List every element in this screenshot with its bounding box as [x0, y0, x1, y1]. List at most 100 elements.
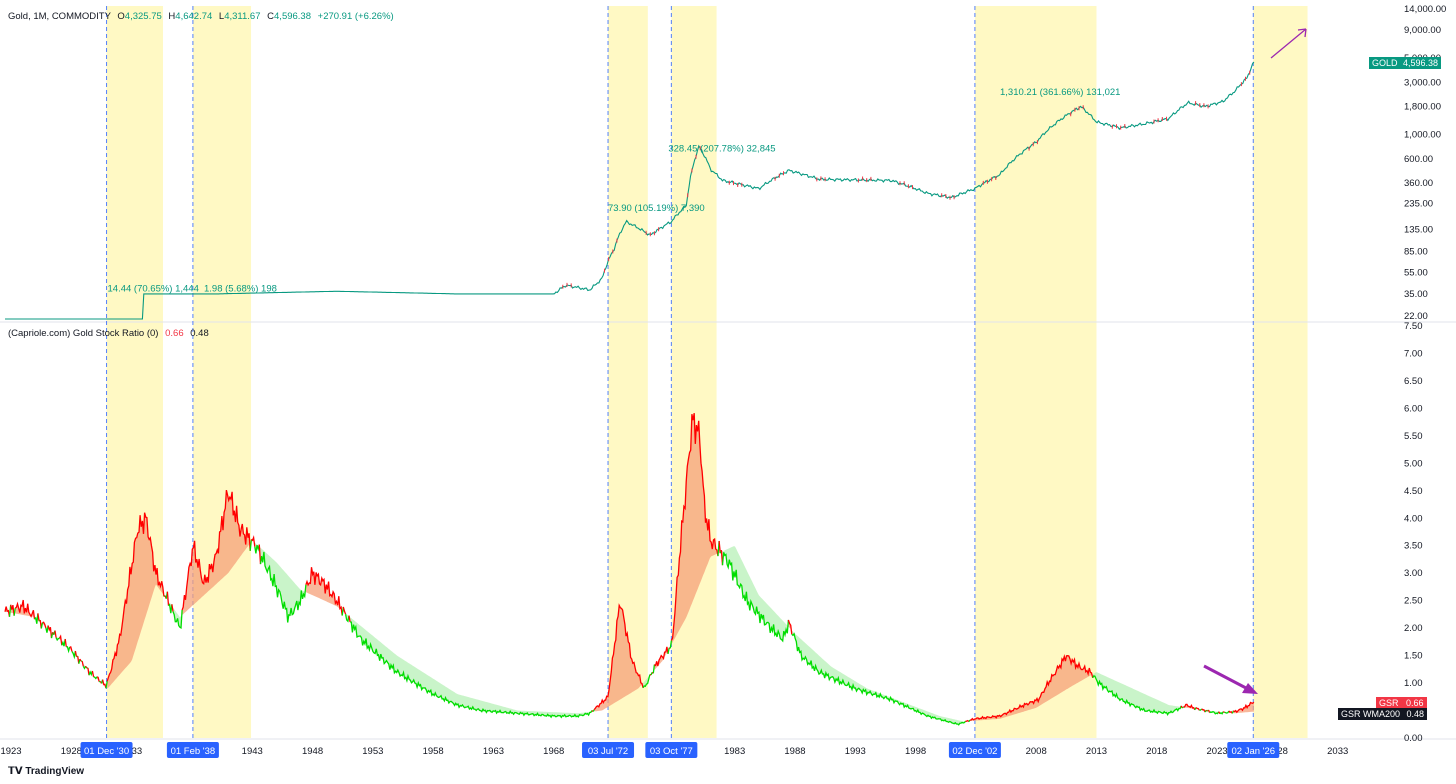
gsr-axis-tick: 5.00	[1404, 458, 1423, 469]
price-axis-tick: 35.00	[1404, 289, 1428, 300]
indicator-value-wma: 0.48	[190, 328, 209, 339]
gsr-line-below	[1224, 710, 1230, 714]
price-axis-tick: 235.00	[1404, 198, 1433, 209]
measure-annotation: 1.98 (5.68%) 198	[204, 283, 277, 294]
gsr-band-above	[59, 636, 62, 646]
time-axis-tick: 1993	[845, 746, 866, 757]
gsr-axis-tick: 7.50	[1404, 321, 1423, 332]
highlight-period	[1253, 6, 1308, 738]
open-label: O	[117, 11, 125, 22]
measure-annotation: 328.45 (207.78%) 32,845	[668, 143, 775, 154]
gsr-line-above	[1201, 708, 1206, 713]
gsr-line-above	[1195, 706, 1200, 711]
measure-annotation: 14.44 (70.65%) 1,444	[108, 283, 199, 294]
gsr-band-below	[722, 546, 789, 641]
gsr-line-above	[1228, 710, 1233, 714]
gsr-line-above	[171, 604, 174, 612]
highlight-period	[974, 6, 1097, 738]
time-axis-tick: 1968	[543, 746, 564, 757]
indicator-name: (Capriole.com) Gold Stock Ratio (0)	[8, 328, 159, 339]
gsr-line-below	[344, 614, 350, 623]
highlight-period	[608, 6, 648, 738]
price-axis-tick: 9,000.00	[1404, 25, 1441, 36]
gsr-band-below	[791, 630, 966, 725]
gsr-line-below	[55, 637, 60, 642]
date-tag-label: 03 Oct '77	[650, 746, 693, 757]
high-value: 4,642.74	[175, 11, 213, 22]
gsr-line-above	[654, 646, 669, 667]
gsr-line-below	[172, 609, 183, 629]
gsr-line-below	[168, 603, 173, 614]
gsr-band-above	[42, 622, 46, 628]
gsr-band-above	[671, 413, 718, 645]
gsr-band-below	[350, 617, 592, 718]
price-axis-tick: 3,000.00	[1404, 77, 1441, 88]
high-label: H	[168, 11, 176, 22]
gsr-band-above	[182, 490, 251, 616]
price-axis-tick: 1,800.00	[1404, 102, 1441, 113]
price-tag-value: 4,596.38	[1403, 58, 1439, 68]
gsr-axis-tick: 3.50	[1404, 541, 1423, 552]
time-axis-tick: 1928	[61, 746, 82, 757]
gsr-tag-value: 0.66	[1406, 698, 1424, 708]
gsr-line-above	[1233, 701, 1255, 714]
gsr-line-below	[642, 674, 651, 689]
date-tag-box	[645, 742, 698, 758]
gsr-line-above	[14, 599, 36, 620]
gsr-band-below	[173, 607, 183, 628]
wma-tag-value: 0.48	[1406, 709, 1425, 719]
gsr-line-below	[66, 646, 71, 654]
gsr-line-below	[71, 650, 77, 660]
price-axis-tick: 55.00	[1404, 267, 1428, 278]
gsr-line-above	[787, 619, 793, 635]
date-tag-box	[166, 742, 219, 758]
gsr-line-above	[593, 603, 644, 711]
price-tag: GOLD 4,596.38	[1369, 57, 1442, 69]
gsr-axis-tick: 4.00	[1404, 513, 1423, 524]
close-value: 4,596.38	[274, 11, 311, 22]
gsr-line-above	[10, 604, 15, 616]
trend-arrow-up	[1270, 28, 1307, 59]
price-axis-tick: 14,000.00	[1404, 4, 1446, 15]
gsr-line-above	[42, 621, 47, 629]
gsr-line-above	[342, 606, 347, 615]
gsr-line-above	[305, 567, 343, 616]
time-axis-tick: 1958	[423, 746, 444, 757]
gsr-line-above	[58, 634, 63, 646]
gsr-line-below	[1209, 710, 1220, 715]
gsr-line-above	[106, 512, 165, 682]
time-axis-tick: 2008	[1026, 746, 1047, 757]
gsr-line-above	[64, 638, 67, 647]
gsr-line-below	[1092, 675, 1182, 716]
brand-label: TradingView	[25, 766, 85, 777]
time-axis-tick: 1998	[905, 746, 926, 757]
gsr-band-above	[970, 655, 1093, 721]
gsr-line-below	[82, 665, 87, 670]
gsr-line-above	[81, 660, 84, 667]
gsr-line-below	[791, 632, 966, 726]
gsr-line-below	[93, 676, 98, 680]
indicator-header: (Capriole.com) Gold Stock Ratio (0) 0.66…	[8, 328, 209, 339]
gsr-line-below	[721, 552, 790, 643]
price-axis-tick: 22.00	[1404, 311, 1428, 322]
gsr-band-below	[260, 547, 306, 623]
time-axis-tick: 2018	[1146, 746, 1167, 757]
time-axis-tick: 1943	[242, 746, 263, 757]
time-axis-tick: 2013	[1086, 746, 1107, 757]
gsr-line-above	[79, 658, 82, 662]
close-label: C	[267, 11, 275, 22]
symbol-label: Gold, 1M, COMMODITY	[8, 11, 111, 22]
time-axis-tick: 2023	[1207, 746, 1228, 757]
time-axis-tick: 1963	[483, 746, 504, 757]
gsr-line-above	[250, 535, 256, 547]
gsr-line-below	[13, 608, 16, 616]
price-axis-tick: 360.00	[1404, 178, 1433, 189]
gsr-line-below	[105, 681, 108, 689]
gsr-line-below	[88, 670, 94, 677]
price-axis-tick: 85.00	[1404, 247, 1428, 258]
gsr-axis-tick: 0.00	[1404, 733, 1423, 744]
date-tag-box	[948, 742, 1001, 758]
trend-arrow-down-head	[1242, 683, 1258, 694]
open-value: 4,325.75	[124, 11, 162, 22]
